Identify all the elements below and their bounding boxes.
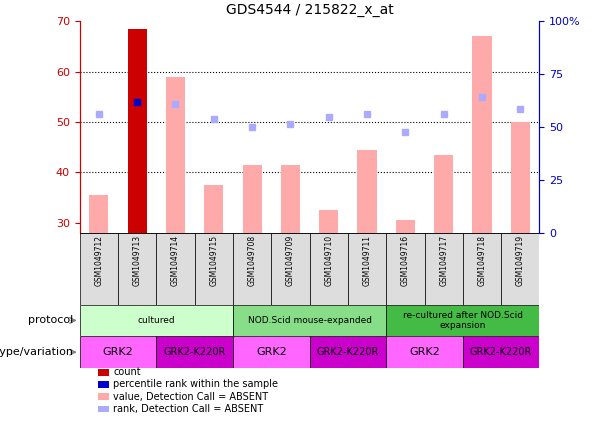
Text: re-cultured after NOD.Scid
expansion: re-cultured after NOD.Scid expansion (403, 311, 523, 330)
Bar (473, 36, 492, 233)
Text: GRK2: GRK2 (102, 347, 134, 357)
Text: GSM1049712: GSM1049712 (94, 235, 104, 286)
Text: GSM1049717: GSM1049717 (439, 235, 448, 286)
Text: rank, Detection Call = ABSENT: rank, Detection Call = ABSENT (113, 404, 264, 414)
Bar (348, 233, 386, 305)
Text: GRK2-K220R: GRK2-K220R (164, 347, 226, 357)
Bar (166, 77, 185, 233)
Text: value, Detection Call = ABSENT: value, Detection Call = ABSENT (113, 392, 268, 402)
Text: cultured: cultured (137, 316, 175, 325)
Bar (128, 29, 147, 233)
Text: GSM1049708: GSM1049708 (248, 235, 257, 286)
Text: percentile rank within the sample: percentile rank within the sample (113, 379, 278, 390)
Bar (204, 185, 223, 233)
Bar (156, 233, 195, 305)
Bar (80, 233, 118, 305)
Text: GRK2-K220R: GRK2-K220R (317, 347, 379, 357)
Bar (463, 233, 501, 305)
Text: GSM1049711: GSM1049711 (362, 235, 371, 286)
Bar (386, 336, 463, 368)
Bar (357, 150, 376, 233)
Bar (501, 233, 539, 305)
Bar (233, 233, 271, 305)
Text: GRK2: GRK2 (409, 347, 440, 357)
Bar (434, 154, 453, 233)
Bar (118, 233, 156, 305)
Bar (243, 165, 262, 233)
Bar (89, 195, 109, 233)
Text: count: count (113, 367, 141, 377)
Text: NOD.Scid mouse-expanded: NOD.Scid mouse-expanded (248, 316, 371, 325)
Text: GRK2-K220R: GRK2-K220R (470, 347, 532, 357)
Bar (195, 233, 233, 305)
Bar (281, 165, 300, 233)
Bar (386, 233, 424, 305)
Text: GSM1049709: GSM1049709 (286, 235, 295, 286)
Bar (156, 336, 233, 368)
Text: GSM1049718: GSM1049718 (478, 235, 487, 286)
Text: GSM1049710: GSM1049710 (324, 235, 333, 286)
Title: GDS4544 / 215822_x_at: GDS4544 / 215822_x_at (226, 3, 394, 17)
Bar (271, 233, 310, 305)
Text: GSM1049715: GSM1049715 (209, 235, 218, 286)
Text: genotype/variation: genotype/variation (0, 347, 74, 357)
Bar (80, 336, 156, 368)
Bar (233, 305, 386, 336)
Text: GSM1049716: GSM1049716 (401, 235, 410, 286)
Text: GSM1049713: GSM1049713 (132, 235, 142, 286)
Text: GSM1049714: GSM1049714 (171, 235, 180, 286)
Text: GSM1049719: GSM1049719 (516, 235, 525, 286)
Bar (511, 122, 530, 233)
Bar (233, 336, 310, 368)
Bar (463, 336, 539, 368)
Bar (310, 233, 348, 305)
Bar (310, 336, 386, 368)
Bar (396, 220, 415, 233)
Bar (386, 305, 539, 336)
Text: protocol: protocol (28, 316, 74, 325)
Text: GRK2: GRK2 (256, 347, 287, 357)
Bar (319, 210, 338, 233)
Bar (80, 305, 233, 336)
Bar (424, 233, 463, 305)
